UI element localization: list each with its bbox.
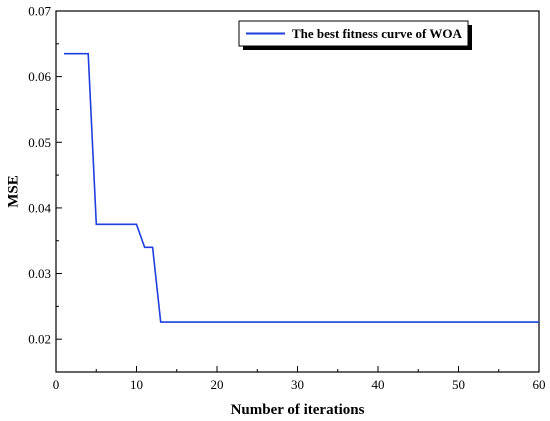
x-tick-label: 0 bbox=[53, 377, 60, 392]
y-tick-label: 0.02 bbox=[28, 332, 51, 347]
plot-area bbox=[55, 10, 540, 373]
x-tick-label: 20 bbox=[211, 377, 224, 392]
y-axis-ticks: 0.02 0.03 0.04 0.05 0.06 0.07 bbox=[28, 4, 62, 373]
series-layer bbox=[64, 52, 539, 323]
y-tick-label: 0.03 bbox=[28, 266, 51, 281]
x-tick-label: 40 bbox=[372, 377, 385, 392]
x-axis-ticks: 0 10 20 30 40 50 60 bbox=[53, 366, 546, 392]
y-tick-label: 0.04 bbox=[28, 200, 51, 215]
x-tick-label: 30 bbox=[291, 377, 304, 392]
series-line bbox=[64, 52, 539, 323]
x-tick-label: 50 bbox=[452, 377, 465, 392]
legend-label: The best fitness curve of WOA bbox=[292, 26, 462, 41]
y-tick-label: 0.07 bbox=[28, 4, 51, 19]
x-tick-label: 10 bbox=[130, 377, 143, 392]
y-tick-label: 0.05 bbox=[28, 135, 51, 150]
x-axis-title: Number of iterations bbox=[231, 402, 365, 418]
y-axis-title: MSE bbox=[5, 175, 21, 208]
y-tick-label: 0.06 bbox=[28, 69, 51, 84]
legend: The best fitness curve of WOA bbox=[238, 20, 472, 50]
x-tick-label: 60 bbox=[533, 377, 546, 392]
plot-frame bbox=[55, 10, 540, 373]
